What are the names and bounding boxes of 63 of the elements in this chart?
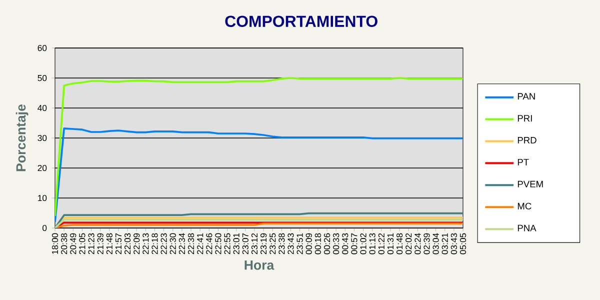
x-tick-label: 22:34 <box>178 233 185 254</box>
x-tick-label: 20:49 <box>70 233 76 254</box>
y-tick-label: 50 <box>38 74 47 82</box>
x-tick-label: 23:19 <box>260 233 267 254</box>
x-tick-label: 01:48 <box>396 233 403 254</box>
legend-label: PNA <box>518 224 536 232</box>
y-tick-label: 20 <box>38 164 47 172</box>
y-axis-title: Porcentaje <box>16 104 28 172</box>
x-tick-label: 23:51 <box>296 233 303 254</box>
x-tick-label: 22:03 <box>124 233 131 254</box>
x-tick-label: 23:25 <box>270 233 276 254</box>
legend-label: PAN <box>518 93 535 100</box>
x-tick-label: 22:38 <box>188 233 194 254</box>
legend-label: PRD <box>518 137 536 144</box>
x-tick-label: 01:02 <box>360 233 366 254</box>
x-axis-title: Hora <box>244 260 274 270</box>
y-tick-label: 40 <box>38 104 47 112</box>
x-tick-label: 22:18 <box>152 233 158 254</box>
x-tick-label: 00:33 <box>333 233 340 254</box>
x-tick-label: 21:05 <box>79 233 86 254</box>
legend-label: PT <box>518 158 529 166</box>
x-tick-label: 01:22 <box>378 233 384 254</box>
y-tick-label: 30 <box>38 134 47 142</box>
x-tick-label: 00:09 <box>306 233 312 254</box>
x-tick-label: 00:57 <box>351 233 358 254</box>
x-tick-label: 18:00 <box>52 233 58 254</box>
legend-label: MC <box>518 202 532 210</box>
x-tick-label: 02:02 <box>406 233 412 254</box>
x-tick-label: 23:01 <box>233 233 240 254</box>
x-tick-label: 00:26 <box>324 233 330 254</box>
y-tick-label: 10 <box>38 194 47 202</box>
x-tick-label: 00:18 <box>314 233 321 254</box>
y-tick-label: 0 <box>42 224 47 232</box>
x-tick-label: 00:43 <box>342 233 348 254</box>
x-tick-label: 22:50 <box>215 233 222 254</box>
x-tick-label: 23:07 <box>242 233 248 254</box>
x-tick-label: 22:13 <box>142 233 149 254</box>
y-tick-label: 60 <box>38 44 47 52</box>
x-tick-label: 22:55 <box>224 233 230 254</box>
x-tick-label: 22:46 <box>206 233 212 254</box>
x-tick-label: 22:23 <box>160 233 167 254</box>
x-tick-label: 20:38 <box>61 233 68 254</box>
x-tick-label: 01:13 <box>369 233 376 254</box>
x-tick-label: 22:41 <box>197 233 204 254</box>
x-tick-label: 23:38 <box>278 233 285 254</box>
x-tick-label: 22:09 <box>134 233 140 254</box>
x-tick-label: 21:23 <box>88 233 94 254</box>
x-tick-label: 03:04 <box>432 233 439 254</box>
x-tick-label: 23:12 <box>251 233 258 254</box>
x-tick-label: 21:48 <box>106 233 112 254</box>
x-tick-label: 01:31 <box>387 233 394 254</box>
legend-label: PRI <box>518 115 532 122</box>
x-tick-label: 21:39 <box>97 233 104 254</box>
x-tick-label: 03:43 <box>450 233 457 254</box>
x-tick-label: 21:57 <box>115 233 122 254</box>
x-tick-label: 23:43 <box>288 233 294 254</box>
x-tick-label: 02:24 <box>414 233 421 254</box>
chart-title: COMPORTAMIENTO <box>225 16 378 27</box>
x-tick-label: 05:05 <box>460 233 466 254</box>
legend-label: PVEM <box>518 180 543 188</box>
x-tick-label: 02:39 <box>424 233 430 254</box>
x-tick-label: 03:21 <box>442 233 448 254</box>
x-tick-label: 22:30 <box>170 233 176 254</box>
